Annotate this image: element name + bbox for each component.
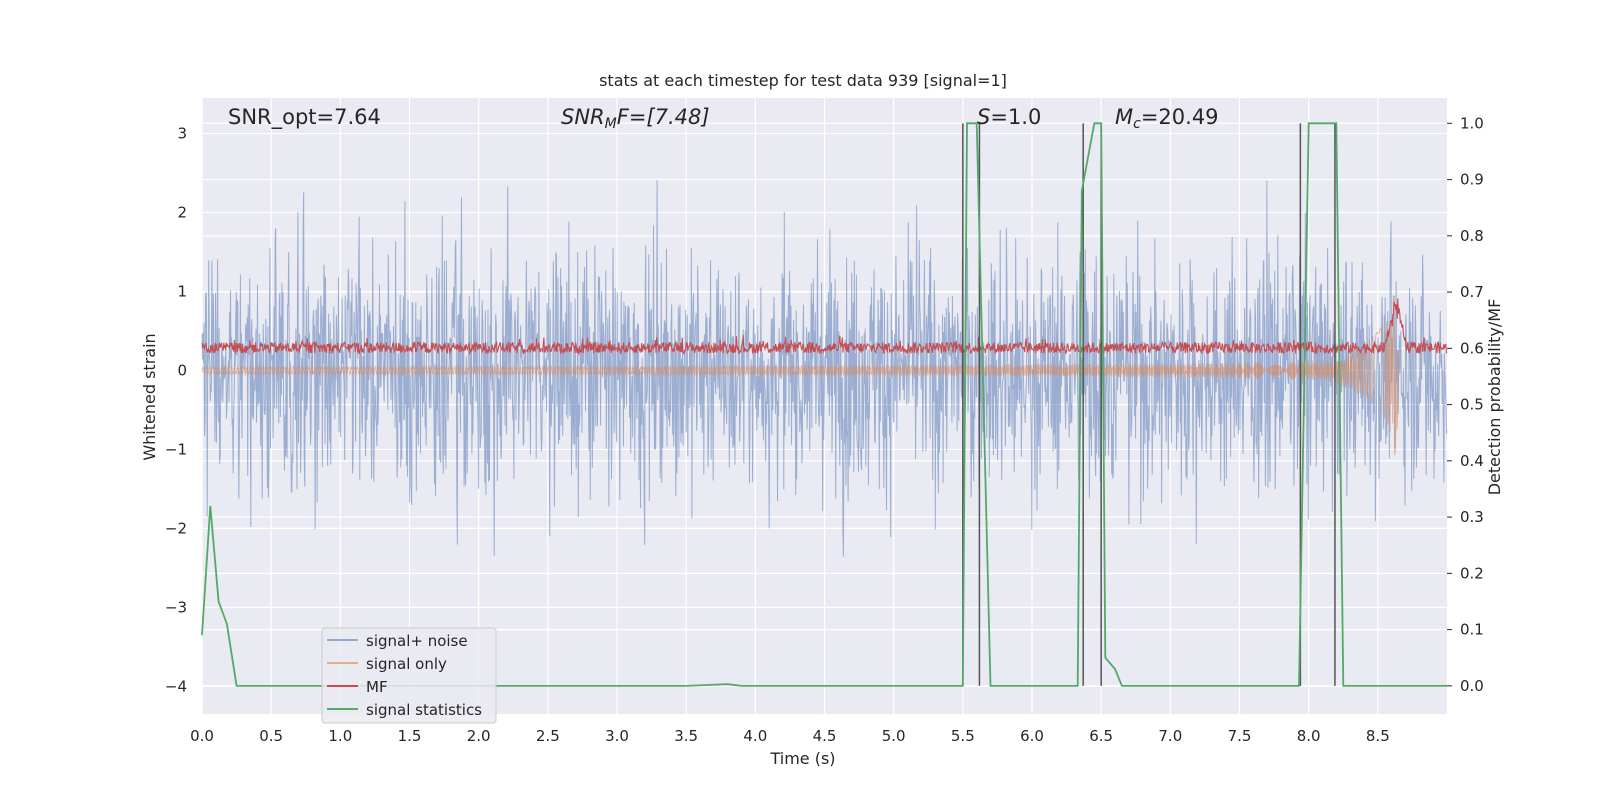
signal-series-line bbox=[201, 295, 1402, 456]
y-left-tick-label: −3 bbox=[165, 598, 187, 616]
y-left-tick-label: 2 bbox=[177, 204, 187, 222]
y-right-tick-label: 1.0 bbox=[1460, 114, 1484, 132]
y-right-tick-label: 0.8 bbox=[1460, 227, 1484, 245]
x-tick-label: 8.5 bbox=[1366, 727, 1390, 745]
legend-frame bbox=[321, 627, 497, 724]
y-left-tick-label: 1 bbox=[177, 282, 187, 300]
y-left-tick-label: −4 bbox=[165, 677, 187, 695]
x-tick-label: 7.5 bbox=[1228, 727, 1252, 745]
y-right-tick-label: 0.3 bbox=[1460, 508, 1484, 526]
y-axis-left-label: Whitened strain bbox=[140, 333, 159, 460]
annotation-mc-prefix: M bbox=[1115, 105, 1133, 129]
x-tick-label: 0.0 bbox=[190, 727, 214, 745]
noise-series-line bbox=[201, 180, 1448, 557]
x-tick-label: 4.5 bbox=[813, 727, 837, 745]
mf-series-line bbox=[201, 298, 1448, 356]
x-tick-label: 2.5 bbox=[536, 727, 560, 745]
x-tick-label: 1.5 bbox=[398, 727, 422, 745]
annotation-snr-mf: SNRMF=[7.48] bbox=[561, 105, 710, 132]
annotation-snr-mf-sub: M bbox=[605, 116, 617, 132]
chart-title: stats at each timestep for test data 939… bbox=[599, 71, 1007, 90]
y-axis-right-label: Detection probability/MF bbox=[1485, 299, 1504, 496]
x-tick-label: 3.0 bbox=[605, 727, 629, 745]
annotation-snr-opt: SNR_opt=7.64 bbox=[228, 105, 381, 130]
x-tick-label: 3.5 bbox=[674, 727, 698, 745]
x-tick-label: 0.5 bbox=[259, 727, 283, 745]
y-right-tick-label: 0.9 bbox=[1460, 171, 1484, 189]
x-tick-label: 2.0 bbox=[467, 727, 491, 745]
x-tick-label: 6.5 bbox=[1089, 727, 1113, 745]
y-right-tick-label: 0.2 bbox=[1460, 564, 1484, 582]
legend-label-noise: signal+ noise bbox=[366, 632, 468, 650]
annotation-snr-mf-suffix: F=[7.48] bbox=[617, 105, 710, 129]
x-tick-label: 7.0 bbox=[1158, 727, 1182, 745]
y-right-tick-label: 0.5 bbox=[1460, 396, 1484, 414]
legend-label-stats: signal statistics bbox=[366, 701, 482, 719]
legend: signal+ noise signal only MF signal stat… bbox=[321, 627, 497, 724]
mf-series-group bbox=[201, 298, 1448, 356]
y-right-tick-label: 0.4 bbox=[1460, 452, 1484, 470]
x-tick-label: 8.0 bbox=[1297, 727, 1321, 745]
y-left-tick-label: −1 bbox=[165, 440, 187, 458]
annotation-mc: Mc=20.49 bbox=[1115, 105, 1219, 132]
legend-label-signal: signal only bbox=[366, 655, 447, 673]
y-right-tick-label: 0.0 bbox=[1460, 677, 1484, 695]
signal-series-group bbox=[201, 295, 1402, 456]
x-tick-label: 4.0 bbox=[743, 727, 767, 745]
y-right-tick-label: 0.7 bbox=[1460, 283, 1484, 301]
noise-series-group bbox=[201, 180, 1448, 557]
annotation-s-suffix: =1.0 bbox=[990, 105, 1041, 129]
annotation-mc-suffix: =20.49 bbox=[1141, 105, 1219, 129]
x-tick-label: 5.5 bbox=[951, 727, 975, 745]
y-right-tick-label: 0.6 bbox=[1460, 339, 1484, 357]
ticks-group: 0.0 0.5 1.0 1.5 2.0 2.5 3.0 3.5 4.0 4.5 5.0 5.5 6.0 6… bbox=[165, 114, 1484, 745]
annotation-s-prefix: S bbox=[977, 105, 990, 129]
annotation-mc-sub: c bbox=[1133, 116, 1141, 132]
y-left-tick-label: −2 bbox=[165, 519, 187, 537]
annotation-snr-mf-prefix: SNR bbox=[561, 105, 605, 129]
y-left-tick-label: 3 bbox=[177, 125, 187, 143]
x-tick-label: 5.0 bbox=[882, 727, 906, 745]
x-tick-label: 6.0 bbox=[1020, 727, 1044, 745]
y-right-tick-label: 0.1 bbox=[1460, 621, 1484, 639]
stats-series-line bbox=[201, 122, 1447, 687]
y-left-tick-label: 0 bbox=[177, 361, 187, 379]
x-tick-label: 1.0 bbox=[328, 727, 352, 745]
x-axis-label: Time (s) bbox=[769, 749, 835, 768]
legend-label-mf: MF bbox=[366, 678, 388, 696]
stats-series-group bbox=[201, 122, 1447, 687]
annotation-s: S=1.0 bbox=[977, 105, 1041, 129]
